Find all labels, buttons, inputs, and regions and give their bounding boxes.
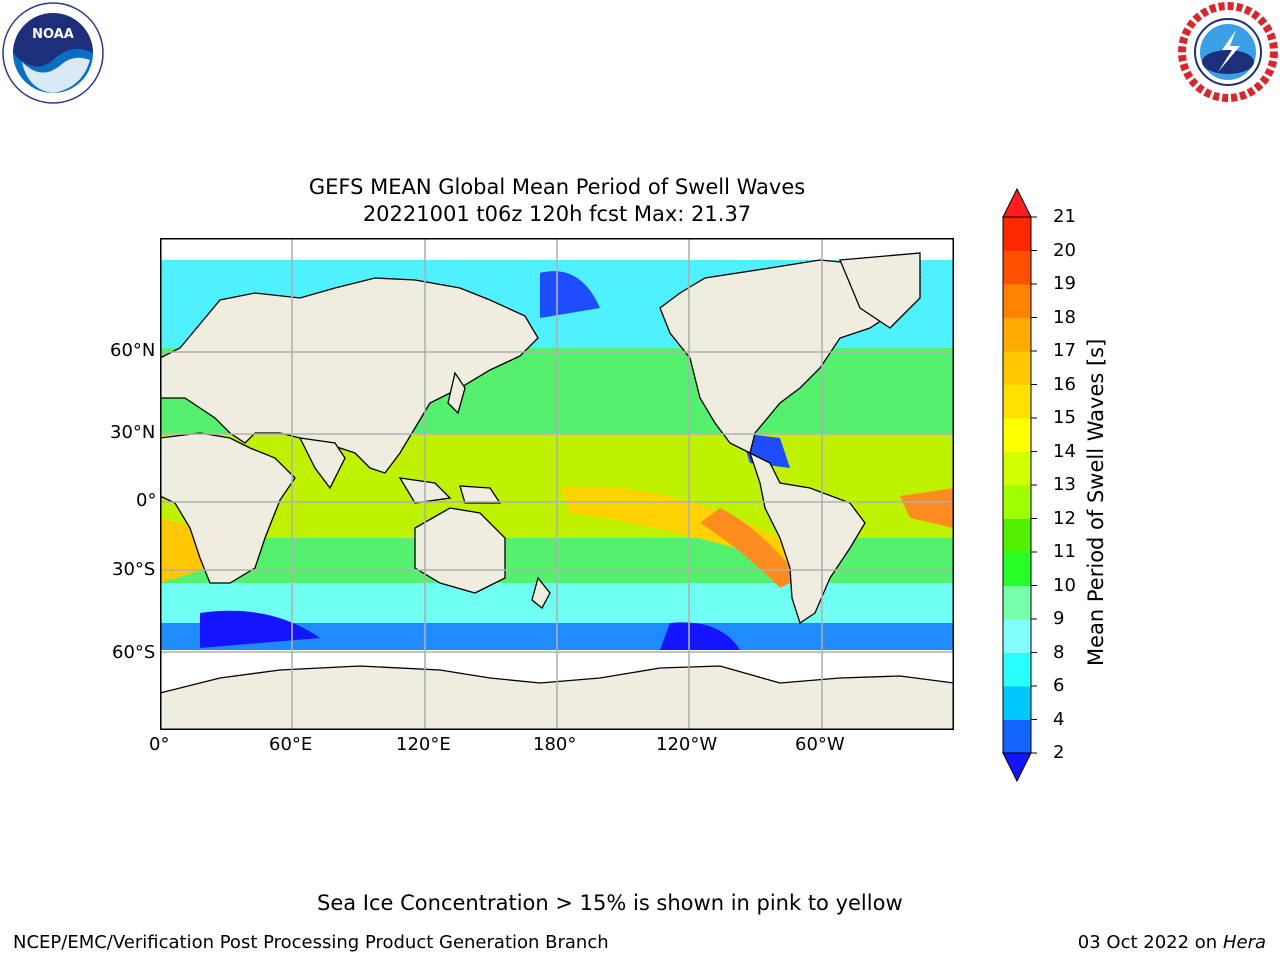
noaa-logo-icon: NOAA	[2, 2, 104, 104]
lat-tick-1: 30°N	[110, 422, 156, 443]
lat-tick-4: 60°S	[112, 642, 156, 663]
colorbar-tick-label-14: 19	[1053, 273, 1076, 294]
land-australia	[414, 507, 506, 594]
colorbar-tick-label-13: 18	[1053, 306, 1076, 328]
ocean-streak-africa-west	[900, 488, 954, 528]
colorbar-tick-label-8: 13	[1053, 474, 1076, 495]
land-new-zealand	[531, 576, 551, 609]
colorbar-bin-11	[1003, 351, 1031, 385]
colorbar-tick-label-4: 9	[1053, 608, 1065, 629]
colorbar-bin-4	[1003, 585, 1031, 620]
sea-ice-note: Sea Ice Concentration > 15% is shown in …	[317, 891, 903, 915]
colorbar-tick-label-12: 17	[1053, 340, 1076, 361]
lat-tick-0: 60°N	[110, 340, 156, 361]
land-greenland	[839, 252, 921, 329]
colorbar-bin-10	[1003, 384, 1031, 419]
colorbar-bin-6	[1003, 518, 1031, 553]
footer-branch: NCEP/EMC/Verification Post Processing Pr…	[13, 932, 609, 953]
nws-logo-icon	[1178, 2, 1278, 102]
lon-tick-2: 120°E	[396, 734, 451, 755]
colorbar-tick-label-16: 21	[1053, 206, 1076, 227]
colorbar-tick-label-11: 16	[1053, 373, 1076, 395]
map-frame	[160, 238, 954, 730]
lon-tick-4: 120°W	[656, 734, 718, 755]
colorbar-tick-label-6: 11	[1053, 541, 1076, 562]
colorbar-tick-label-0: 2	[1053, 742, 1065, 763]
colorbar-tick-label-10: 15	[1053, 407, 1076, 428]
colorbar-bin-7	[1003, 485, 1031, 519]
land-new-guinea	[459, 485, 502, 504]
colorbar-tick-label-5: 10	[1053, 574, 1076, 596]
colorbar-bin-3	[1003, 619, 1031, 653]
colorbar-over-extension	[1002, 187, 1032, 218]
colorbar-bin-1	[1003, 686, 1031, 720]
land-india	[298, 437, 346, 490]
ocean-patch-southern-indian	[200, 610, 320, 648]
colorbar-tick-label-15: 20	[1053, 239, 1076, 261]
lon-tick-1: 60°E	[269, 734, 313, 755]
map-title-line2: 20221001 t06z 120h fcst Max: 21.37	[362, 202, 752, 226]
ocean-patch-arctic	[540, 271, 600, 318]
colorbar-tick-label-9: 14	[1053, 440, 1076, 462]
lon-tick-5: 60°W	[795, 734, 845, 755]
lat-tick-3: 30°S	[112, 559, 156, 580]
footer-date: 03 Oct 2022 on Hera	[1078, 932, 1266, 953]
colorbar-under-extension	[1002, 752, 1032, 783]
land-africa	[160, 432, 296, 584]
colorbar-bin-9	[1003, 418, 1031, 452]
land	[160, 252, 954, 730]
colorbar-bin-12	[1003, 317, 1031, 352]
lon-tick-3: 180°	[533, 734, 577, 755]
swell-period-map	[160, 238, 954, 730]
colorbar-tick-label-1: 4	[1053, 708, 1065, 730]
colorbar-bin-2	[1003, 652, 1031, 687]
footer-machine: Hera	[1222, 932, 1266, 953]
colorbar-tick-label-3: 8	[1053, 641, 1065, 663]
colorbar-tick-label-2: 6	[1053, 675, 1065, 696]
colorbar-label: Mean Period of Swell Waves [s]	[1084, 338, 1108, 666]
colorbar-bin-15	[1003, 217, 1031, 251]
ocean-streak-pacific-core	[700, 508, 800, 588]
colorbar-tick-label-7: 12	[1053, 507, 1076, 529]
colorbar-bin-8	[1003, 451, 1031, 486]
colorbar-bin-14	[1003, 250, 1031, 285]
map-title-line1: GEFS MEAN Global Mean Period of Swell Wa…	[308, 175, 806, 199]
graticule	[160, 238, 954, 730]
land-eurasia	[160, 277, 539, 474]
noaa-logo: NOAA	[2, 2, 104, 104]
colorbar-bin-13	[1003, 284, 1031, 318]
svg-text:NOAA: NOAA	[32, 27, 74, 42]
lon-tick-0: 0°	[149, 734, 170, 755]
lat-tick-2: 0°	[136, 490, 157, 511]
ocean-patch-southern-pacific	[660, 622, 740, 650]
land-japan	[447, 371, 466, 415]
colorbar	[1002, 187, 1037, 783]
nws-logo	[1178, 2, 1278, 102]
footer-date-text: 03 Oct 2022 on	[1077, 932, 1223, 953]
colorbar-bin-5	[1003, 552, 1031, 586]
colorbar-bin-0	[1003, 719, 1031, 754]
